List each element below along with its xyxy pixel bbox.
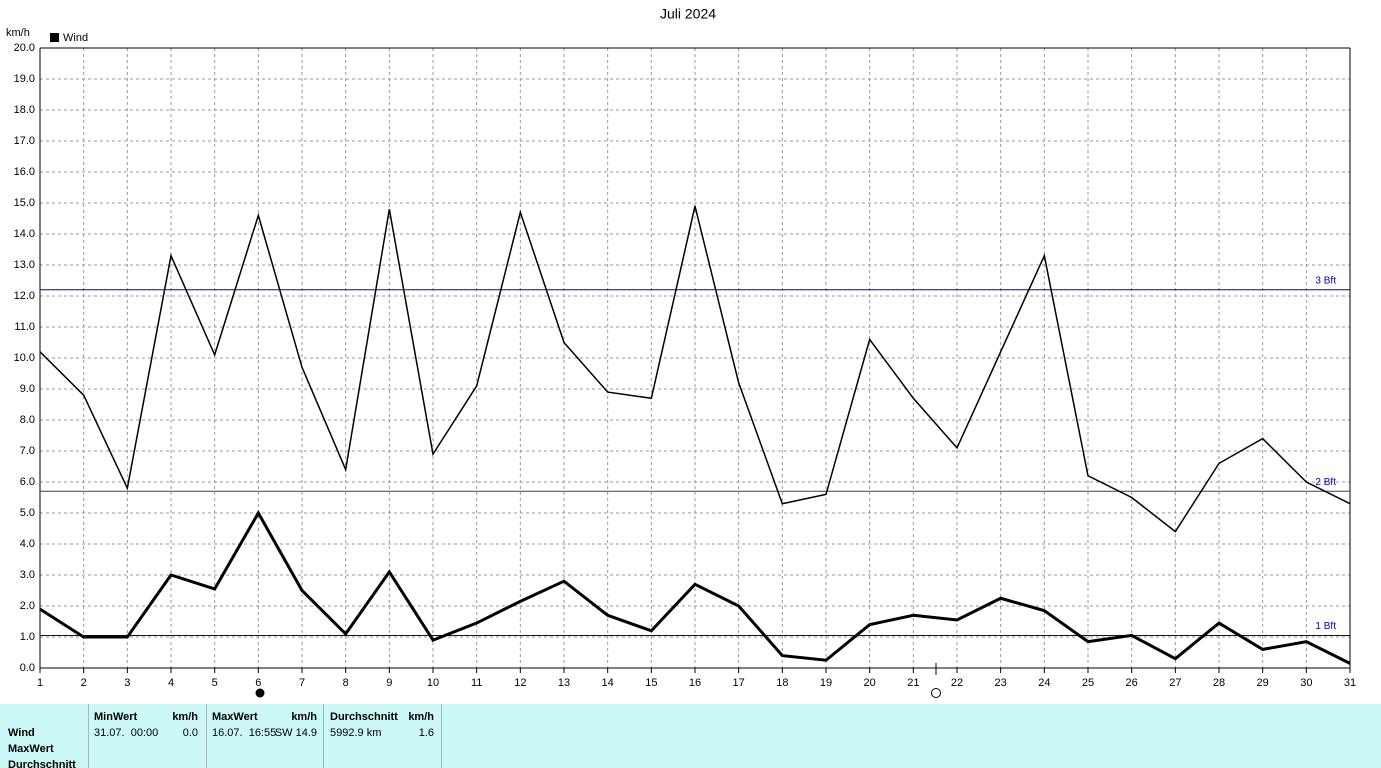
x-tick-label: 3 (124, 677, 130, 689)
y-tick-label: 15.0 (14, 197, 35, 209)
legend-label: Wind (63, 32, 88, 44)
x-tick-label: 16 (689, 677, 701, 689)
table-cell: Durchschnitt (330, 711, 398, 723)
x-tick-label: 1 (37, 677, 43, 689)
new-moon-icon (255, 688, 265, 698)
y-unit: km/h (6, 27, 30, 39)
y-tick-label: 5.0 (20, 507, 35, 519)
x-tick-label: 19 (820, 677, 832, 689)
y-tick-label: 2.0 (20, 600, 35, 612)
table-cell: Wind (8, 727, 35, 739)
table-cell: SW 14.9 (274, 727, 317, 739)
x-tick-label: 29 (1257, 677, 1269, 689)
table-cell: 5992.9 km (330, 727, 382, 739)
reference-label: 2 Bft (1315, 477, 1336, 488)
y-tick-label: 10.0 (14, 352, 35, 364)
x-tick-label: 27 (1169, 677, 1181, 689)
x-tick-label: 30 (1300, 677, 1312, 689)
table-cell: MaxWert (8, 743, 54, 755)
y-tick-label: 0.0 (20, 662, 35, 674)
x-tick-label: 25 (1082, 677, 1094, 689)
x-tick-label: 11 (471, 677, 482, 689)
separator (206, 704, 207, 768)
stats-table: Wind MaxWert Durchschnitt MinWert km/h 31.07.… (0, 704, 1381, 768)
x-tick-label: 21 (907, 677, 919, 689)
y-tick-label: 14.0 (14, 228, 35, 240)
x-tick-label: 23 (995, 677, 1007, 689)
data-line (39, 509, 1351, 665)
y-tick-label: 1.0 (20, 631, 35, 643)
table-cell: 1.6 (418, 727, 434, 739)
table-cell: MinWert (94, 711, 138, 723)
full-moon-icon (931, 688, 941, 698)
separator (88, 704, 89, 768)
x-tick-label: 24 (1038, 677, 1050, 689)
table-cell: km/h (408, 711, 434, 723)
y-tick-label: 19.0 (14, 73, 35, 85)
y-tick-label: 7.0 (20, 445, 35, 457)
x-tick-label: 5 (212, 677, 218, 689)
x-tick-label: 20 (864, 677, 876, 689)
table-cell: Durchschnitt (8, 759, 76, 768)
y-tick-label: 9.0 (20, 383, 35, 395)
x-tick-label: 6 (255, 677, 261, 689)
y-tick-label: 8.0 (20, 414, 35, 426)
x-tick-label: 9 (386, 677, 392, 689)
table-cell: 31.07. 00:00 (94, 727, 159, 739)
y-tick-label: 4.0 (20, 538, 35, 550)
x-tick-label: 26 (1126, 677, 1138, 689)
x-tick-label: 8 (343, 677, 349, 689)
x-tick-label: 7 (299, 677, 305, 689)
reference-label: 3 Bft (1315, 275, 1336, 286)
table-cell: km/h (172, 711, 198, 723)
chart-title: Juli 2024 (660, 6, 716, 22)
y-tick-label: 11.0 (14, 321, 35, 333)
x-tick-label: 28 (1213, 677, 1225, 689)
x-tick-label: 2 (81, 677, 87, 689)
separator (441, 704, 442, 768)
table-cell: 16.07. 16:55 (212, 727, 277, 739)
x-tick-label: 4 (168, 677, 174, 689)
separator (323, 704, 324, 768)
table-cell: km/h (291, 711, 317, 723)
x-tick-label: 12 (514, 677, 526, 689)
legend-swatch (50, 33, 59, 42)
data-line (39, 205, 1351, 533)
y-tick-label: 16.0 (14, 166, 35, 178)
y-tick-label: 20.0 (14, 42, 35, 54)
table-cell: 0.0 (182, 727, 198, 739)
y-tick-label: 6.0 (20, 476, 35, 488)
x-tick-label: 14 (602, 677, 614, 689)
chart: Juli 2024 km/h 0.0 1.0 2.0 3.0 4.0 5.0 6.0 7.0 8… (6, 6, 1356, 698)
x-tick-label: 31 (1344, 677, 1356, 689)
table-cell: MaxWert (212, 711, 258, 723)
x-tick-label: 15 (645, 677, 657, 689)
reference-label: 1 Bft (1315, 621, 1336, 632)
x-tick-label: 13 (558, 677, 570, 689)
y-tick-label: 17.0 (14, 135, 35, 147)
y-tick-label: 13.0 (14, 259, 35, 271)
y-tick-label: 12.0 (14, 290, 35, 302)
x-tick-label: 17 (733, 677, 745, 689)
x-tick-label: 22 (951, 677, 963, 689)
x-tick-label: 10 (427, 677, 439, 689)
y-tick-label: 3.0 (20, 569, 35, 581)
y-tick-label: 18.0 (14, 104, 35, 116)
x-tick-label: 18 (776, 677, 788, 689)
